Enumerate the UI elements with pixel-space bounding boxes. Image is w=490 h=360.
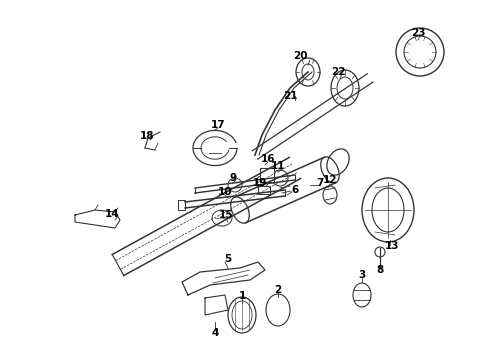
Text: 21: 21 — [283, 91, 297, 101]
Text: 14: 14 — [105, 209, 119, 219]
Text: 11: 11 — [271, 161, 285, 171]
Text: 22: 22 — [331, 67, 345, 77]
Text: 8: 8 — [376, 265, 384, 275]
Text: 23: 23 — [411, 28, 425, 38]
Bar — [260, 168, 274, 182]
Text: 17: 17 — [211, 120, 225, 130]
Text: 19: 19 — [253, 178, 267, 188]
Text: 2: 2 — [274, 285, 282, 295]
Text: 9: 9 — [229, 173, 237, 183]
Text: 10: 10 — [218, 187, 232, 197]
Text: 6: 6 — [292, 185, 298, 195]
Text: 12: 12 — [323, 175, 337, 185]
Text: 16: 16 — [261, 154, 275, 164]
Text: 5: 5 — [224, 254, 232, 264]
Text: 3: 3 — [358, 270, 366, 280]
Text: 1: 1 — [238, 291, 245, 301]
Text: 15: 15 — [219, 210, 233, 220]
Text: 20: 20 — [293, 51, 307, 61]
Text: 18: 18 — [140, 131, 154, 141]
Text: 4: 4 — [211, 328, 219, 338]
Bar — [258, 186, 270, 194]
Text: 7: 7 — [317, 178, 324, 188]
Text: 13: 13 — [385, 241, 399, 251]
